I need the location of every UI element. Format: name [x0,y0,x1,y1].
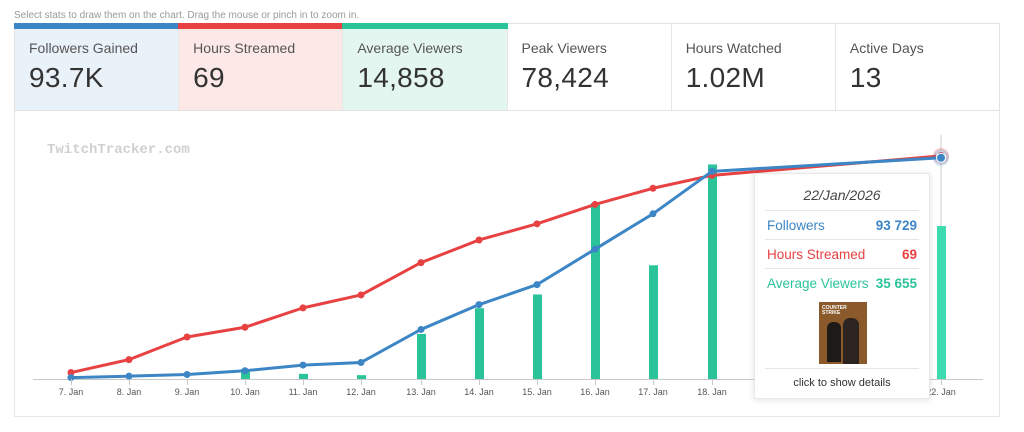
stat-hours-watched[interactable]: Hours Watched 1.02M [671,24,836,110]
x-tick-label: 7. Jan [59,387,84,397]
point-followers [649,210,657,218]
point-followers [475,301,483,309]
bar-average-viewers [591,203,600,379]
stat-average-viewers[interactable]: Average Viewers 14,858 [342,23,508,110]
point-hours-streamed [475,236,483,244]
point-followers [533,281,541,289]
stat-label: Average Viewers [357,40,463,56]
x-tick-label: 22. Jan [926,387,956,397]
stat-label: Followers Gained [29,40,138,56]
stat-label: Active Days [849,40,924,56]
tooltip-row-value: 35 655 [875,276,917,291]
chart-hint: Select stats to draw them on the chart. … [14,10,360,21]
tooltip-row-hours-streamed: Hours Streamed 69 [765,239,919,269]
point-followers [67,374,75,382]
stat-active-days[interactable]: Active Days 13 [835,24,1000,110]
chart-area[interactable]: TwitchTracker.com 7. Jan 8. Jan 9. Jan 10. … [14,110,1000,417]
game-logo: COUNTER STRIKE [822,305,847,316]
bar-average-viewers [299,373,308,379]
stat-hours-streamed[interactable]: Hours Streamed 69 [178,23,344,110]
stat-value: 93.7K [29,62,104,93]
tooltip-row-followers: Followers 93 729 [765,210,919,240]
point-hours-streamed [183,333,191,341]
stats-bar: Followers Gained 93.7K Hours Streamed 69… [14,23,1000,111]
x-tick-label: 8. Jan [117,387,142,397]
point-hours-streamed [241,323,249,331]
point-followers [299,361,307,369]
tooltip-row-name: Average Viewers [767,276,869,291]
stat-value: 1.02M [685,62,766,93]
point-hours-streamed [299,304,307,312]
stat-value: 78,424 [521,62,609,93]
stat-label: Hours Watched [685,40,782,56]
point-hours-streamed [649,184,657,192]
soldier-figure [843,318,859,364]
stat-label: Hours Streamed [193,40,296,56]
point-hours-streamed [533,220,541,228]
stat-color-bar [178,23,344,29]
x-tick-label: 16. Jan [580,387,610,397]
point-hours-streamed [67,369,75,377]
x-tick-label: 13. Jan [406,387,436,397]
game-cover-image[interactable]: COUNTER STRIKE [819,302,867,364]
stat-value: 14,858 [357,62,445,93]
tooltip-row-average-viewers: Average Viewers 35 655 [765,268,919,298]
x-tick-label: 18. Jan [697,387,727,397]
tooltip: 22/Jan/2026 Followers 93 729 Hours Strea… [754,173,930,399]
stat-followers-gained[interactable]: Followers Gained 93.7K [14,23,180,110]
point-followers [936,152,946,163]
point-followers [357,358,365,366]
stat-color-bar [14,23,180,29]
point-hours-streamed [417,259,425,267]
stats-chart[interactable]: TwitchTracker.com 7. Jan 8. Jan 9. Jan 10. … [15,110,1001,417]
x-tick-label: 9. Jan [175,387,200,397]
stat-color-bar [342,23,508,29]
bar-average-viewers [937,226,946,379]
soldier-figure [827,322,841,362]
bar-average-viewers [417,333,426,379]
tooltip-row-value: 69 [901,247,917,262]
bar-average-viewers [708,164,717,379]
point-hours-streamed [125,356,133,364]
x-tick-label: 12. Jan [346,387,376,397]
x-tick-label: 15. Jan [522,387,552,397]
bar-average-viewers [533,294,542,379]
x-tick-label: 11. Jan [289,387,318,397]
point-followers [417,325,425,333]
point-followers [591,245,599,253]
tooltip-row-value: 93 729 [875,218,917,233]
point-followers [183,371,191,379]
point-hours-streamed [591,200,599,208]
bar-average-viewers [357,375,366,379]
point-hours-streamed [357,291,365,299]
stat-value: 13 [849,62,882,93]
tooltip-row-name: Followers [767,218,825,233]
point-followers [708,167,716,175]
tooltip-date: 22/Jan/2026 [803,187,881,203]
bar-average-viewers [475,308,484,379]
x-tick-label: 14. Jan [464,387,494,397]
bar-average-viewers [649,265,658,379]
stat-label: Peak Viewers [521,40,607,56]
show-details-link[interactable]: click to show details [765,368,919,389]
watermark: TwitchTracker.com [47,142,190,158]
stat-peak-viewers[interactable]: Peak Viewers 78,424 [507,24,672,110]
x-tick-label: 10. Jan [230,387,260,397]
tooltip-row-name: Hours Streamed [767,247,866,262]
point-followers [241,367,249,375]
point-followers [125,372,133,380]
stat-value: 69 [193,62,225,93]
x-tick-label: 17. Jan [638,387,668,397]
